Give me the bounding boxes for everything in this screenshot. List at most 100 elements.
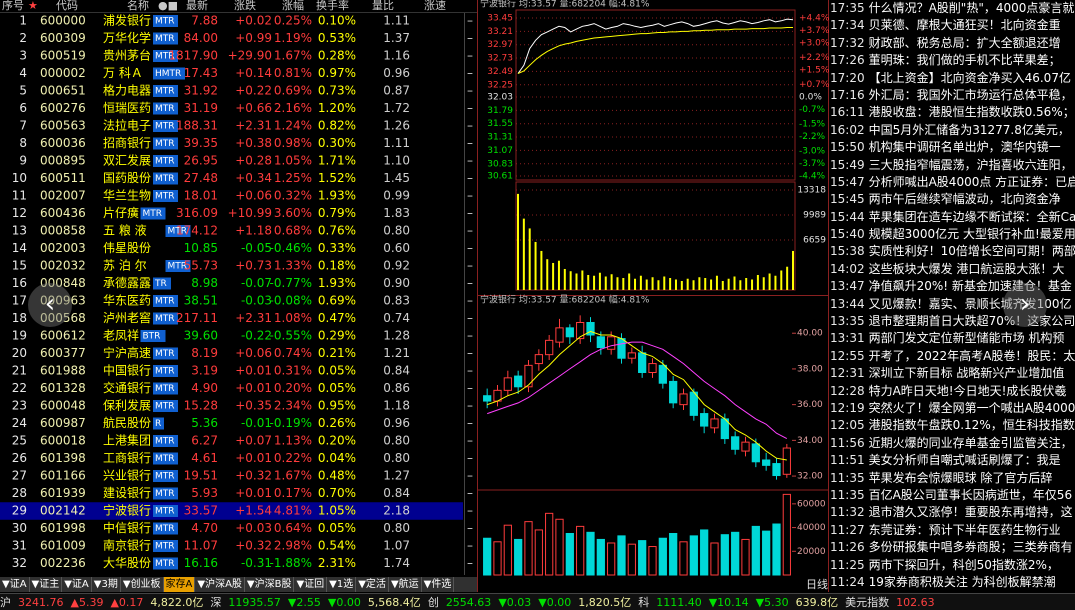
change: +0.07 xyxy=(235,434,272,448)
column-header: 量比 xyxy=(372,0,394,12)
news-item[interactable]: 13:47 净值飙升20%! 新基金加速建仓！基金 xyxy=(830,278,1075,295)
stock-tag: MTR xyxy=(155,542,175,552)
stock-name: 招商银行 xyxy=(103,135,151,150)
stock-name: 保利发展 xyxy=(103,398,151,413)
news-item[interactable]: 11:27 东莞证券：预计下半年医药生物行业 xyxy=(830,522,1075,539)
news-item[interactable]: 15:38 实质性利好！10倍增长空间可期！两部 xyxy=(830,243,1075,260)
stock-name: 万华化学 xyxy=(103,30,151,45)
news-item[interactable]: 17:35 什么情况？A股削"热"，4000点豪言就 xyxy=(830,0,1075,17)
row-number: 14 xyxy=(12,241,27,255)
news-item[interactable]: 17:34 贝莱德、摩根大通狂买！北向资金重 xyxy=(830,17,1075,34)
news-item[interactable]: 11:56 近期火爆的同业存单基金引监管关注， xyxy=(830,435,1075,452)
news-item[interactable]: 11:32 退市潜久又涨停！重要股东再增持，这 xyxy=(830,504,1075,521)
change-pct: -0.77% xyxy=(270,276,312,290)
news-headline: 两部门发文定位新型储能市场 机构预 xyxy=(868,331,1065,346)
nav-prev[interactable]: ‹ xyxy=(28,283,72,327)
stock-tag-box xyxy=(153,435,178,447)
change: +0.73 xyxy=(235,259,272,273)
news-item[interactable]: 12:05 港股指数午盘跌0.12%，恒生科技指数 xyxy=(830,417,1075,434)
news-item[interactable]: 13:44 又见爆款！嘉实、景顺长城齐发100亿 xyxy=(830,296,1075,313)
change: +0.14 xyxy=(235,66,272,80)
news-headline: 财政部、税务总局：扩大全额退还增 xyxy=(868,35,1061,50)
news-item[interactable]: 17:32 财政部、税务总局：扩大全额退还增 xyxy=(830,35,1075,52)
news-item[interactable]: 12:28 特力A昨日天地!今日地天!成长股伏羲 xyxy=(830,383,1075,400)
turnover: 0.18% xyxy=(318,259,356,273)
stock-code: 002007 xyxy=(40,189,86,203)
last-price: 4.90 xyxy=(191,381,218,395)
volume-ratio: 1.18 xyxy=(383,399,410,413)
market-tab[interactable]: ▼航运 xyxy=(389,577,422,592)
news-item[interactable]: 15:50 机构集中调研名单出炉，澳华内镜一 xyxy=(830,139,1075,156)
news-item[interactable]: 16:11 港股收盘：港股恒生指数收跌0.56%； xyxy=(830,104,1075,121)
news-item[interactable]: 17:26 董明珠：我们做的手机不比苹果差； xyxy=(830,52,1075,69)
market-tab[interactable]: ▼证回 xyxy=(294,577,328,592)
news-item[interactable]: 15:44 苹果集团在造车边缘不断试探：全新Carpl xyxy=(830,209,1075,226)
pct-tick-label: -4.4% xyxy=(799,172,826,182)
news-item[interactable]: 11:24 19家券商积极关注 为科创板解禁潮 xyxy=(830,574,1075,591)
speed: – xyxy=(467,556,473,570)
news-item[interactable]: 11:25 两市下探回升，科创50指数涨2%， xyxy=(830,557,1075,574)
status-item: 沪 xyxy=(0,596,11,609)
news-item[interactable]: 13:31 两部门发文定位新型储能市场 机构预 xyxy=(830,330,1075,347)
news-headline: 东莞证券：预计下半年医药生物行业 xyxy=(868,522,1061,537)
stock-tag-box xyxy=(153,120,178,132)
row-number: 22 xyxy=(12,381,27,395)
news-item[interactable]: 15:40 规模超3000亿元 大型银行补血!最爱用 xyxy=(830,226,1075,243)
stock-name: 航民股份 xyxy=(103,415,151,430)
news-item[interactable]: 17:20 【北上资金】北向资金净买入46.07亿 xyxy=(830,70,1075,87)
market-tab[interactable]: ▼沪深B股 xyxy=(245,577,295,592)
change-pct: 1.08% xyxy=(274,311,312,325)
change-pct: 0.98% xyxy=(274,136,312,150)
news-item[interactable]: 11:26 多份研报集中唱多券商股；三类券商有 xyxy=(830,539,1075,556)
turnover: 0.29% xyxy=(318,329,356,343)
speed: – xyxy=(467,294,473,308)
nav-next[interactable]: › xyxy=(1003,283,1047,327)
volume-bar xyxy=(607,542,616,576)
market-tab[interactable]: ▼创业板 xyxy=(121,577,164,592)
stock-code: 601398 xyxy=(40,451,86,465)
market-tab[interactable]: ▼沪深A股 xyxy=(195,577,245,592)
pct-tick-label: +4.4% xyxy=(799,14,830,24)
moving-average xyxy=(487,341,788,440)
news-item[interactable]: 11:51 美女分析师自嘲式喊话刷爆了：我是 xyxy=(830,452,1075,469)
news-time: 17:26 xyxy=(830,53,865,68)
news-item[interactable]: 13:35 退市整理期首日大跌超70%！这家公司 xyxy=(830,313,1075,330)
change: +0.35 xyxy=(235,399,272,413)
news-item[interactable]: 15:45 两市午后继续窄幅波动，北向资金净 xyxy=(830,191,1075,208)
stock-code: 601009 xyxy=(40,539,86,553)
market-tab[interactable]: ▼1选 xyxy=(327,577,357,592)
stock-name: 五 粮 液 xyxy=(103,223,147,238)
price-tick-label: 31.55 xyxy=(487,119,513,129)
market-tab[interactable]: ▼证A xyxy=(0,577,30,592)
news-item[interactable]: 15:49 三大股指窄幅震荡，沪指喜收六连阳， xyxy=(830,157,1075,174)
market-tab[interactable]: ▼件选 xyxy=(422,577,455,592)
news-item[interactable]: 16:02 中国5月外汇储备为31277.8亿美元， xyxy=(830,122,1075,139)
volume-ratio: 0.86 xyxy=(383,381,410,395)
last-price: 11.07 xyxy=(184,539,218,553)
market-tab[interactable]: 家存A xyxy=(163,577,196,592)
stock-name: 伟星股份 xyxy=(103,241,151,255)
change-pct: 1.19% xyxy=(274,31,312,45)
news-item[interactable]: 11:35 苹果发布会惊爆眼球 除了官方后辞 xyxy=(830,470,1075,487)
news-item[interactable]: 12:31 深圳立下新目标 战略新兴产业增加值 xyxy=(830,365,1075,382)
row-number: 3 xyxy=(19,49,27,63)
market-tab[interactable]: ▼3期 xyxy=(92,577,121,592)
last-price: 10.85 xyxy=(184,241,218,255)
last-price: 4.61 xyxy=(191,451,218,465)
market-tab[interactable]: ▼证A xyxy=(62,577,92,592)
news-item[interactable]: 15:47 分析师喊出A股4000点 方正证券：已启 xyxy=(830,174,1075,191)
market-tab[interactable]: ▼定活 xyxy=(356,577,389,592)
last-price: 31.19 xyxy=(184,101,218,115)
news-item[interactable]: 12:19 突然火了！爆全网第一个喊出A股4000 xyxy=(830,400,1075,417)
news-item[interactable]: 11:35 百亿A股公司董事长因病逝世，年仅56 xyxy=(830,487,1075,504)
market-tab[interactable]: ▼证主 xyxy=(30,577,63,592)
news-item[interactable]: 17:16 外汇局：我国外汇市场运行总体平稳， xyxy=(830,87,1075,104)
change: -0.03 xyxy=(241,294,272,308)
price-tick-label: 32.25 xyxy=(487,80,513,90)
change-pct: 4.81% xyxy=(274,504,312,518)
status-item: ▲5.39 xyxy=(70,596,104,609)
change-pct: 0.25% xyxy=(274,14,312,28)
news-item[interactable]: 14:02 这些板块大爆发 港口航运股大涨！大 xyxy=(830,261,1075,278)
news-item[interactable]: 12:55 开考了，2022年高考A股卷！股民：太 xyxy=(830,348,1075,365)
stock-tag-box xyxy=(153,85,178,97)
